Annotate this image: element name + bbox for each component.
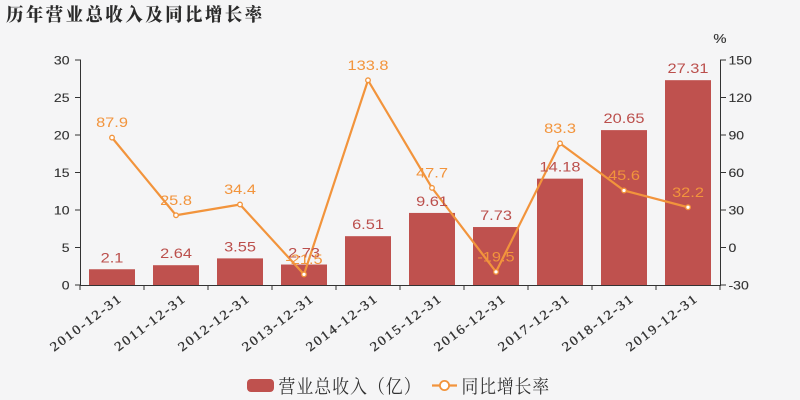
svg-text:2.73: 2.73 <box>288 246 320 262</box>
svg-text:2.64: 2.64 <box>160 246 192 262</box>
svg-text:133.8: 133.8 <box>348 58 389 74</box>
svg-text:150: 150 <box>729 53 752 67</box>
svg-text:120: 120 <box>729 91 752 105</box>
svg-text:7.73: 7.73 <box>480 208 512 224</box>
svg-text:25.8: 25.8 <box>160 193 192 209</box>
svg-text:30: 30 <box>54 53 70 67</box>
svg-text:10: 10 <box>54 203 70 217</box>
svg-text:0: 0 <box>62 278 70 292</box>
svg-text:0: 0 <box>729 241 737 255</box>
svg-text:60: 60 <box>729 166 745 180</box>
svg-text:-30: -30 <box>729 278 749 292</box>
svg-text:2.1: 2.1 <box>101 250 124 266</box>
svg-text:30: 30 <box>729 203 745 217</box>
svg-text:34.4: 34.4 <box>224 182 256 198</box>
svg-text:45.6: 45.6 <box>608 168 640 184</box>
svg-text:90: 90 <box>729 128 745 142</box>
svg-text:83.3: 83.3 <box>544 121 576 137</box>
svg-text:3.55: 3.55 <box>224 239 256 255</box>
svg-text:-21.5: -21.5 <box>285 252 322 268</box>
svg-text:47.7: 47.7 <box>416 165 448 181</box>
svg-text:25: 25 <box>54 91 70 105</box>
svg-text:-19.5: -19.5 <box>477 249 514 265</box>
svg-text:15: 15 <box>54 166 70 180</box>
svg-text:6.51: 6.51 <box>352 217 384 233</box>
svg-text:20: 20 <box>54 128 70 142</box>
svg-text:9.61: 9.61 <box>416 194 448 210</box>
svg-text:14.18: 14.18 <box>540 160 581 176</box>
svg-text:27.31: 27.31 <box>668 61 709 77</box>
svg-text:20.65: 20.65 <box>604 111 645 127</box>
svg-text:%: % <box>713 31 726 46</box>
svg-text:5: 5 <box>62 241 70 255</box>
svg-text:87.9: 87.9 <box>96 115 128 131</box>
svg-text:32.2: 32.2 <box>672 185 704 201</box>
